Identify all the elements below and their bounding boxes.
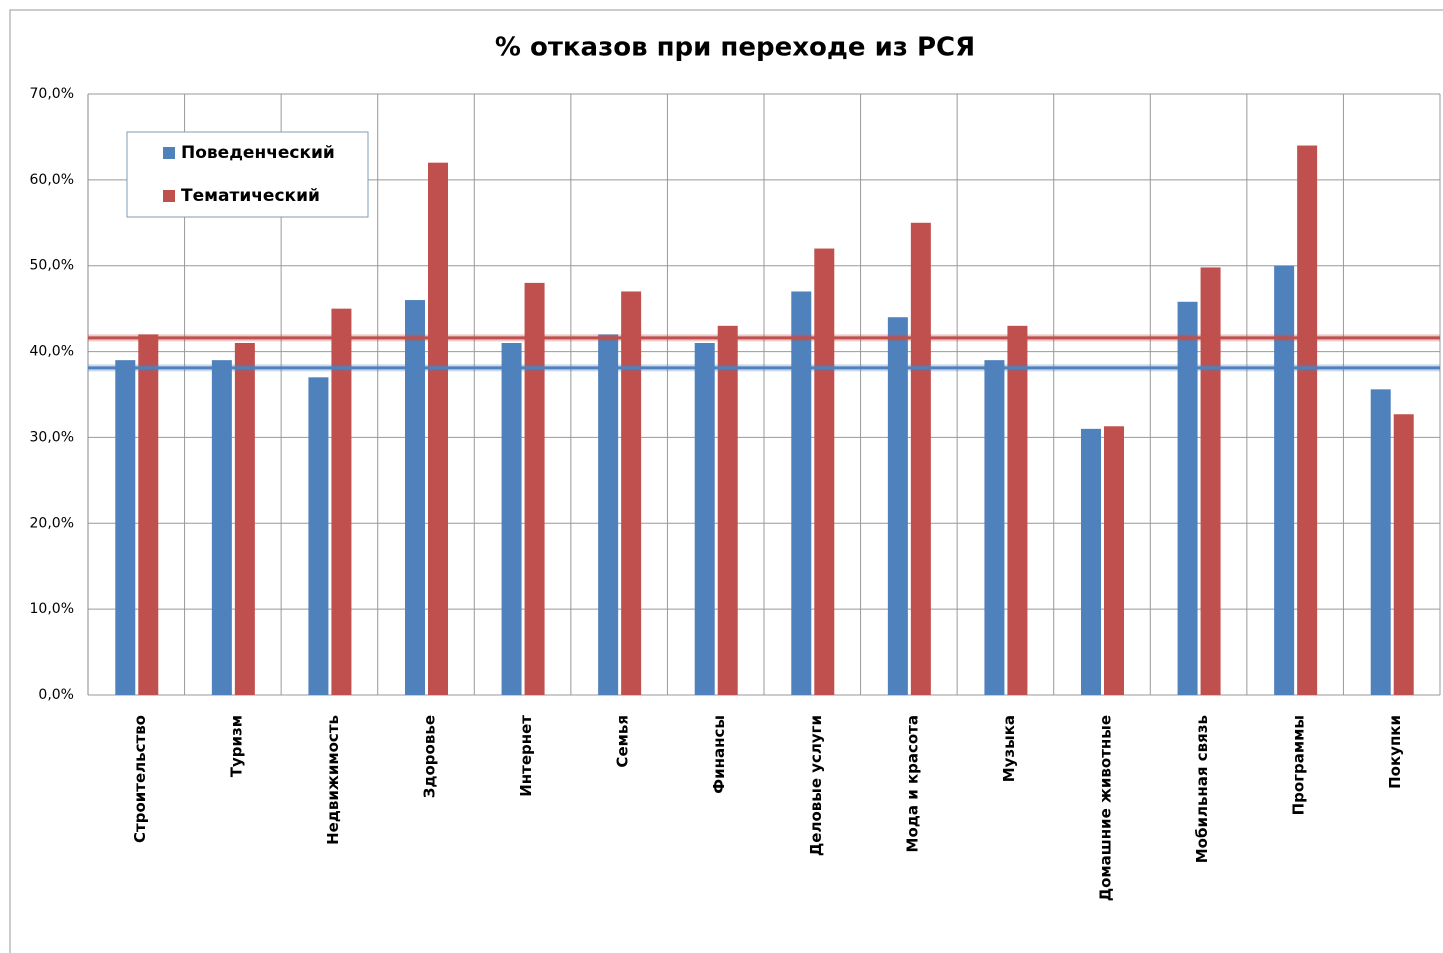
bar: [308, 377, 329, 695]
bar: [1274, 265, 1295, 695]
bar: [621, 291, 642, 695]
y-tick-label: 20,0%: [30, 515, 74, 531]
x-tick-label: Финансы: [710, 715, 728, 794]
chart-title: % отказов при переходе из РСЯ: [495, 33, 975, 63]
x-tick-label: Интернет: [517, 715, 535, 797]
x-tick-label: Мода и красота: [903, 715, 921, 852]
bar: [1104, 426, 1124, 695]
bar: [1200, 267, 1221, 695]
bar: [1297, 145, 1318, 695]
bar: [1007, 325, 1028, 695]
legend-swatch: [163, 147, 175, 159]
x-tick-label: Здоровье: [421, 715, 439, 798]
bar: [694, 342, 715, 695]
bar: [1393, 414, 1414, 695]
bar: [115, 360, 136, 695]
y-tick-label: 60,0%: [30, 172, 74, 188]
legend-swatch: [163, 190, 175, 202]
bar: [598, 334, 619, 695]
y-tick-label: 50,0%: [30, 258, 74, 274]
x-tick-label: Музыка: [1000, 715, 1018, 782]
bar: [524, 282, 545, 695]
bar: [910, 222, 931, 696]
bar: [211, 360, 232, 695]
legend-label: Тематический: [181, 186, 320, 206]
bar: [138, 334, 159, 695]
bar: [501, 342, 522, 695]
bar: [1177, 301, 1198, 695]
bar: [814, 248, 835, 696]
y-tick-label: 30,0%: [30, 429, 74, 445]
y-tick-label: 10,0%: [30, 601, 74, 617]
x-tick-label: Покупки: [1386, 715, 1404, 789]
x-tick-label: Строительство: [131, 715, 149, 843]
bar: [234, 342, 255, 695]
bar: [1081, 428, 1101, 695]
x-tick-label: Домашние животные: [1097, 715, 1115, 901]
legend-box: [126, 131, 369, 218]
y-tick-label: 0,0%: [38, 687, 74, 703]
bar: [984, 360, 1005, 695]
bar: [717, 325, 738, 695]
bar: [331, 308, 352, 695]
bar: [405, 300, 425, 695]
x-tick-label: Недвижимость: [324, 715, 342, 845]
bar: [887, 317, 908, 695]
x-tick-label: Туризм: [227, 715, 245, 777]
x-tick-label: Деловые услуги: [807, 715, 825, 856]
x-tick-label: Программы: [1290, 715, 1308, 815]
y-tick-label: 40,0%: [30, 344, 74, 360]
bar: [428, 162, 448, 695]
bar: [791, 291, 812, 695]
bar: [1370, 389, 1391, 695]
x-tick-label: Мобильная связь: [1193, 715, 1211, 863]
y-tick-label: 70,0%: [30, 86, 74, 102]
x-tick-label: Семья: [614, 715, 632, 768]
legend-label: Поведенческий: [181, 143, 335, 163]
